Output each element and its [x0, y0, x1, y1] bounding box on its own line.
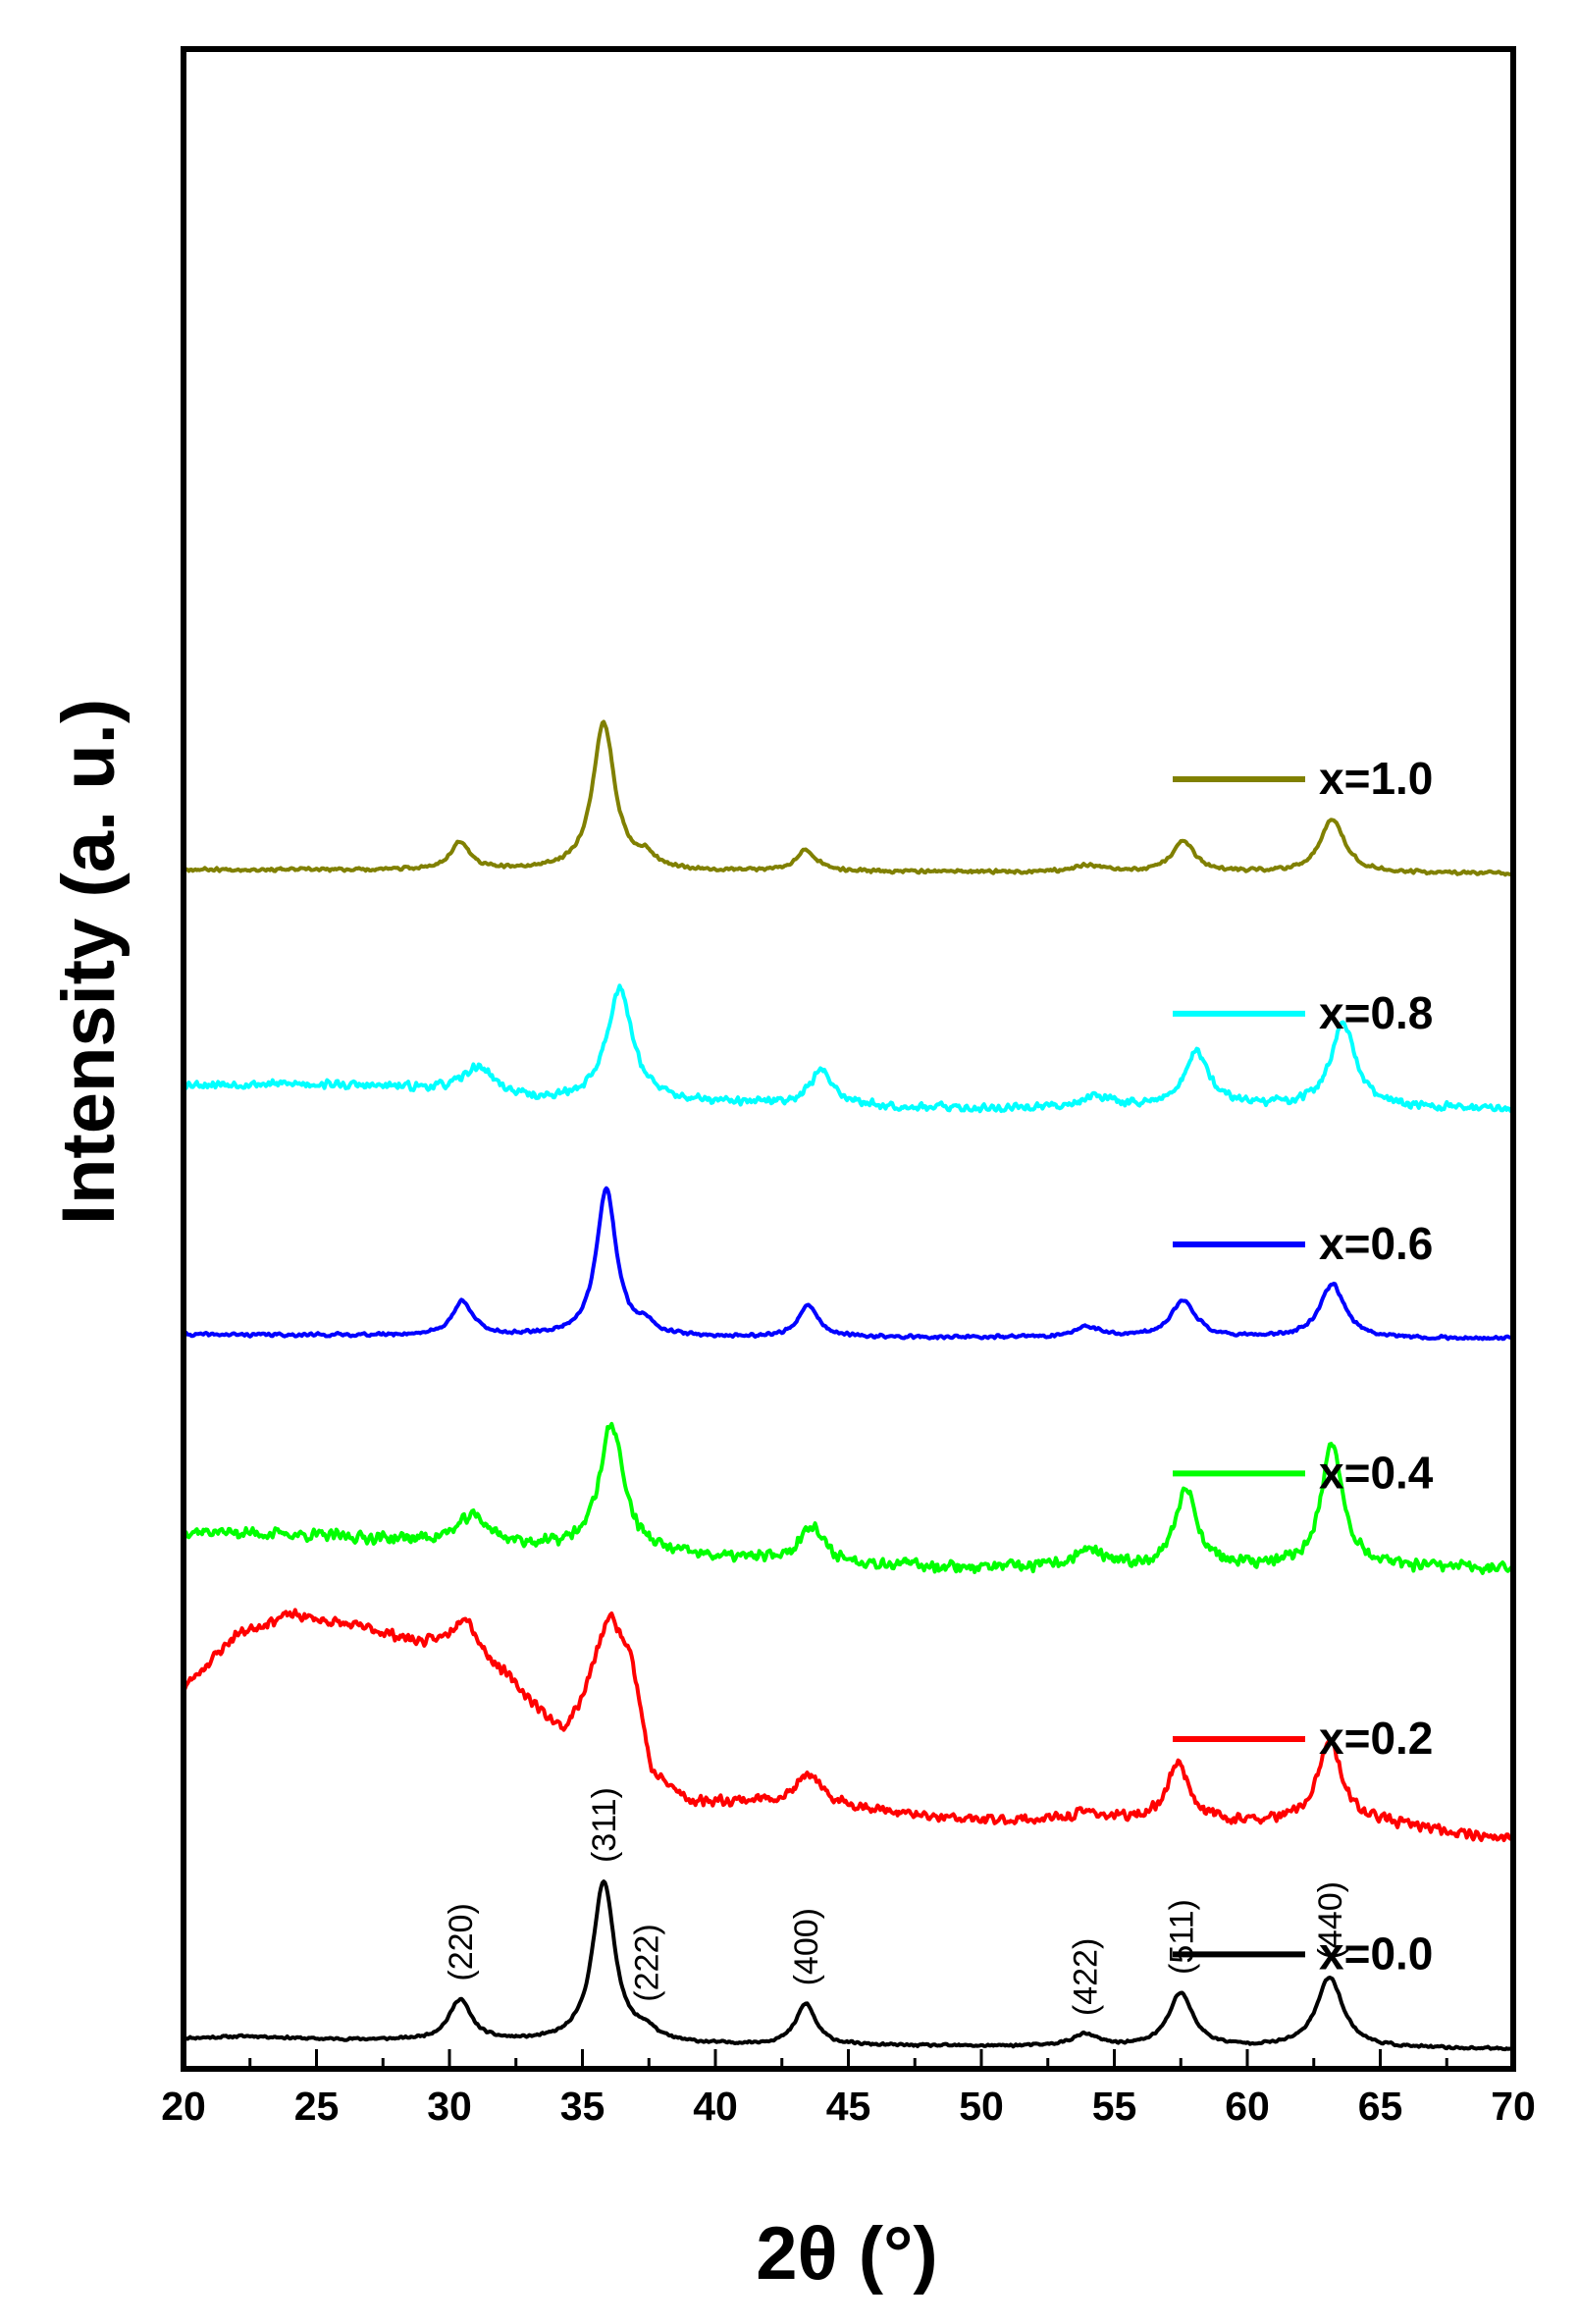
x-tick-label: 30: [427, 2084, 472, 2129]
x-tick-label: 70: [1491, 2084, 1536, 2129]
legend-label: x=0.6: [1319, 1218, 1433, 1269]
y-axis-title: Intensity (a. u.): [47, 699, 131, 1225]
x-tick-label: 25: [294, 2084, 340, 2129]
x-tick-label: 65: [1358, 2084, 1403, 2129]
x-tick-label: 60: [1225, 2084, 1270, 2129]
x-tick-label: 40: [693, 2084, 738, 2129]
legend-label: x=1.0: [1319, 753, 1433, 804]
plot-frame: [181, 46, 1516, 2072]
series-line: [182, 1421, 1515, 1575]
x-ticks: 20 25 30 35 40 45 50 55 60 65 70: [161, 2049, 1536, 2129]
series-line: [183, 1608, 1515, 1844]
x-tick-label: 35: [560, 2084, 605, 2129]
curves-layer: [182, 719, 1515, 2052]
peak-label: (422): [1068, 1938, 1105, 2016]
peak-label-layer: (220) (311) (222) (400) (422) (511) (440): [443, 1787, 1349, 2016]
legend-label: x=0.4: [1319, 1447, 1434, 1498]
x-tick-label: 55: [1092, 2084, 1137, 2129]
peak-label: (222): [629, 1924, 666, 2001]
series-line: [183, 1879, 1514, 2052]
legend-label: x=0.8: [1319, 987, 1433, 1038]
peak-label: (400): [788, 1908, 825, 1985]
peak-label: (511): [1163, 1899, 1200, 1975]
peak-label: (220): [443, 1903, 480, 1981]
legend-layer: x=0.0 x=0.2 x=0.4 x=0.6 x=0.8 x=1.0: [1173, 753, 1434, 1979]
x-tick-label: 45: [826, 2084, 871, 2129]
legend-label: x=0.2: [1319, 1713, 1433, 1764]
x-tick-label: 20: [161, 2084, 206, 2129]
x-tick-label: 50: [959, 2084, 1004, 2129]
series-line: [183, 719, 1515, 877]
series-line: [182, 983, 1514, 1114]
peak-label: (440): [1312, 1881, 1349, 1959]
peak-label: (311): [586, 1787, 623, 1863]
legend-label: x=0.0: [1319, 1928, 1433, 1979]
x-axis-title: 2θ (°): [756, 2212, 937, 2296]
series-line: [182, 1186, 1515, 1342]
